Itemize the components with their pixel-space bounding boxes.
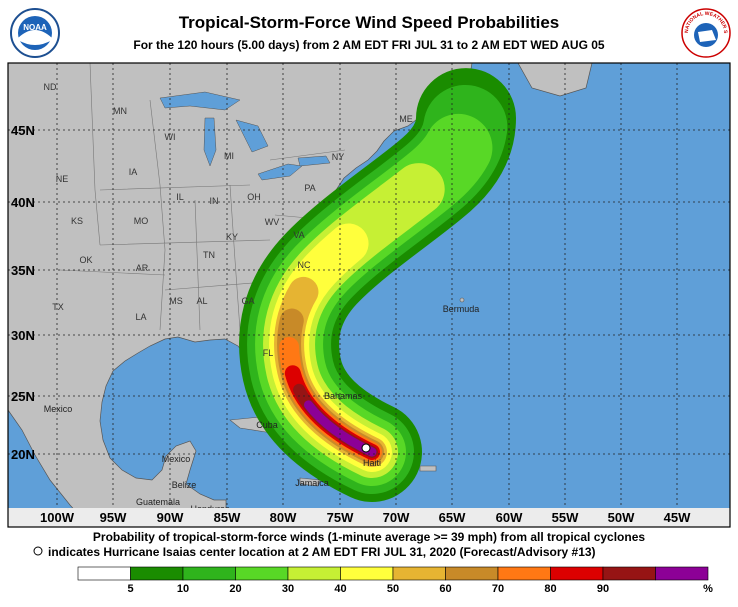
state-label: TX xyxy=(52,302,64,312)
swath-band xyxy=(284,113,471,457)
state-label: ND xyxy=(44,82,57,92)
lon-label: 55W xyxy=(552,510,579,525)
legend-swatch xyxy=(602,566,656,581)
place-label: Guatemala xyxy=(136,497,180,507)
legend-swatch xyxy=(655,566,709,581)
lat-label: 30N xyxy=(11,328,35,343)
lat-label: 40N xyxy=(11,195,35,210)
state-label: PA xyxy=(304,183,315,193)
lon-label: 90W xyxy=(157,510,184,525)
place-label: Mexico xyxy=(44,404,73,414)
state-label: GA xyxy=(241,296,254,306)
state-label: WI xyxy=(165,132,176,142)
lat-label: 35N xyxy=(11,263,35,278)
subtitle: For the 120 hours (5.00 days) from 2 AM … xyxy=(133,38,605,52)
lat-label: 25N xyxy=(11,389,35,404)
map-labels: 45N 40N 35N 30N 25N 20N ND MN ME WI MI NY IA PA NE IL IN… xyxy=(11,82,479,514)
state-label: FL xyxy=(263,348,274,358)
place-label: Mexico xyxy=(162,454,191,464)
state-label: MO xyxy=(134,216,149,226)
lon-label: 100W xyxy=(40,510,75,525)
lon-strip xyxy=(8,508,730,527)
legend-unit: % xyxy=(703,583,713,595)
lon-label: 45W xyxy=(664,510,691,525)
noaa-logo: NOAA xyxy=(10,8,60,58)
lat-label: 45N xyxy=(11,123,35,138)
legend-swatch xyxy=(392,566,446,581)
map: 45N 40N 35N 30N 25N 20N ND MN ME WI MI NY IA PA NE IL IN… xyxy=(8,63,730,527)
title: Tropical-Storm-Force Wind Speed Probabil… xyxy=(179,13,560,32)
storm-center xyxy=(361,443,371,453)
lon-label: 65W xyxy=(439,510,466,525)
legend-swatch xyxy=(287,566,341,581)
legend: 5 10 20 30 40 50 60 70 80 90% xyxy=(77,566,713,595)
place-label: Cuba xyxy=(256,420,278,430)
legend-swatch xyxy=(497,566,551,581)
lon-label: 75W xyxy=(327,510,354,525)
center-symbol xyxy=(33,546,43,556)
lat-label: 20N xyxy=(11,447,35,462)
state-label: NE xyxy=(56,174,69,184)
map-frame xyxy=(7,62,731,528)
state-label: AR xyxy=(136,263,149,273)
noaa-text: NOAA xyxy=(23,23,47,32)
legend-label: 50 xyxy=(387,583,399,595)
state-label: WV xyxy=(265,217,280,227)
place-label: Bahamas xyxy=(324,391,363,401)
legend-swatch xyxy=(445,566,499,581)
newfoundland xyxy=(517,63,593,97)
legend-label: 40 xyxy=(334,583,346,595)
lon-label: 80W xyxy=(270,510,297,525)
legend-swatch xyxy=(77,566,131,581)
legend-label: 60 xyxy=(439,583,451,595)
state-label: NY xyxy=(332,152,345,162)
place-label: Haiti xyxy=(363,458,381,468)
lon-label: 95W xyxy=(100,510,127,525)
state-label: IA xyxy=(129,167,138,177)
legend-label: 20 xyxy=(229,583,241,595)
footer-line2: indicates Hurricane Isaias center locati… xyxy=(48,545,596,559)
legend-swatch xyxy=(130,566,184,581)
legend-label: 70 xyxy=(492,583,504,595)
lon-label: 85W xyxy=(214,510,241,525)
place-label: Bermuda xyxy=(443,304,480,314)
legend-swatch xyxy=(235,566,289,581)
state-label: MS xyxy=(169,296,183,306)
state-label: NC xyxy=(298,260,311,270)
state-label: OK xyxy=(79,255,92,265)
place-label: Belize xyxy=(172,480,197,490)
state-label: LA xyxy=(135,312,146,322)
grid xyxy=(8,63,730,508)
state-label: ME xyxy=(399,114,413,124)
lon-labels: 100W 95W 90W 85W 80W 75W 70W 65W 60W 55W 50W 45W xyxy=(40,510,691,525)
state-borders xyxy=(59,63,346,331)
footer-line1: Probability of tropical-storm-force wind… xyxy=(93,530,645,544)
state-label: IN xyxy=(210,196,219,206)
state-label: MI xyxy=(224,151,234,161)
state-label: TN xyxy=(203,250,215,260)
legend-label: 90 xyxy=(597,583,609,595)
state-label: KS xyxy=(71,216,83,226)
state-label: OH xyxy=(247,192,261,202)
legend-label: 5 xyxy=(127,583,133,595)
state-label: AL xyxy=(196,296,207,306)
lon-label: 60W xyxy=(496,510,523,525)
lon-label: 70W xyxy=(383,510,410,525)
state-label: VA xyxy=(293,230,304,240)
state-label: IL xyxy=(176,192,184,202)
state-label: MN xyxy=(113,106,127,116)
legend-swatch xyxy=(182,566,236,581)
legend-label: 30 xyxy=(282,583,294,595)
state-label: KY xyxy=(226,232,238,242)
legend-label: 10 xyxy=(177,583,189,595)
land xyxy=(8,63,473,527)
legend-swatch xyxy=(550,566,604,581)
lon-label: 50W xyxy=(608,510,635,525)
place-label: Jamaica xyxy=(295,478,329,488)
legend-swatch xyxy=(340,566,394,581)
legend-label: 80 xyxy=(544,583,556,595)
